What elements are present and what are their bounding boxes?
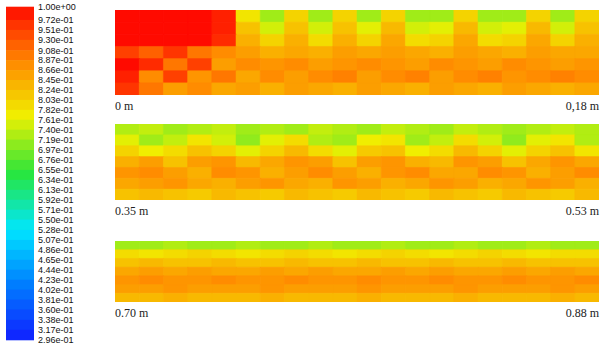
svg-text:5.92e-01: 5.92e-01 — [38, 195, 74, 205]
svg-text:0.88 m: 0.88 m — [566, 306, 600, 320]
svg-text:0 m: 0 m — [115, 99, 134, 113]
svg-text:4.86e-01: 4.86e-01 — [38, 245, 74, 255]
svg-text:0.35 m: 0.35 m — [115, 204, 149, 218]
svg-text:8.66e-01: 8.66e-01 — [38, 65, 74, 75]
svg-text:5.07e-01: 5.07e-01 — [38, 235, 74, 245]
svg-text:9.72e-01: 9.72e-01 — [38, 15, 74, 25]
svg-text:3.38e-01: 3.38e-01 — [38, 315, 74, 325]
svg-text:7.19e-01: 7.19e-01 — [38, 135, 74, 145]
svg-text:6.55e-01: 6.55e-01 — [38, 165, 74, 175]
svg-text:6.76e-01: 6.76e-01 — [38, 155, 74, 165]
svg-text:0.53 m: 0.53 m — [566, 204, 600, 218]
svg-text:0,18 m: 0,18 m — [566, 99, 600, 113]
svg-text:5.28e-01: 5.28e-01 — [38, 225, 74, 235]
svg-text:3.17e-01: 3.17e-01 — [38, 325, 74, 335]
svg-text:6.34e-01: 6.34e-01 — [38, 175, 74, 185]
svg-text:8.24e-01: 8.24e-01 — [38, 85, 74, 95]
svg-text:7.40e-01: 7.40e-01 — [38, 125, 74, 135]
svg-text:8.03e-01: 8.03e-01 — [38, 95, 74, 105]
svg-text:5.50e-01: 5.50e-01 — [38, 215, 74, 225]
svg-text:3.60e-01: 3.60e-01 — [38, 305, 74, 315]
svg-text:8.87e-01: 8.87e-01 — [38, 55, 74, 65]
svg-text:4.65e-01: 4.65e-01 — [38, 255, 74, 265]
svg-text:7.82e-01: 7.82e-01 — [38, 105, 74, 115]
svg-text:9.51e-01: 9.51e-01 — [38, 25, 74, 35]
svg-text:7.61e-01: 7.61e-01 — [38, 115, 74, 125]
svg-text:3.81e-01: 3.81e-01 — [38, 295, 74, 305]
svg-text:8.45e-01: 8.45e-01 — [38, 75, 74, 85]
svg-text:6.97e-01: 6.97e-01 — [38, 145, 74, 155]
svg-text:4.23e-01: 4.23e-01 — [38, 275, 74, 285]
svg-text:9.30e-01: 9.30e-01 — [38, 35, 74, 45]
svg-text:9.08e-01: 9.08e-01 — [38, 46, 74, 56]
svg-text:1.00e+00: 1.00e+00 — [38, 2, 76, 12]
svg-text:6.13e-01: 6.13e-01 — [38, 185, 74, 195]
svg-text:2.96e-01: 2.96e-01 — [38, 335, 74, 345]
svg-text:5.71e-01: 5.71e-01 — [38, 205, 74, 215]
svg-text:0.70 m: 0.70 m — [115, 306, 149, 320]
svg-text:4.02e-01: 4.02e-01 — [38, 285, 74, 295]
svg-text:4.44e-01: 4.44e-01 — [38, 265, 74, 275]
